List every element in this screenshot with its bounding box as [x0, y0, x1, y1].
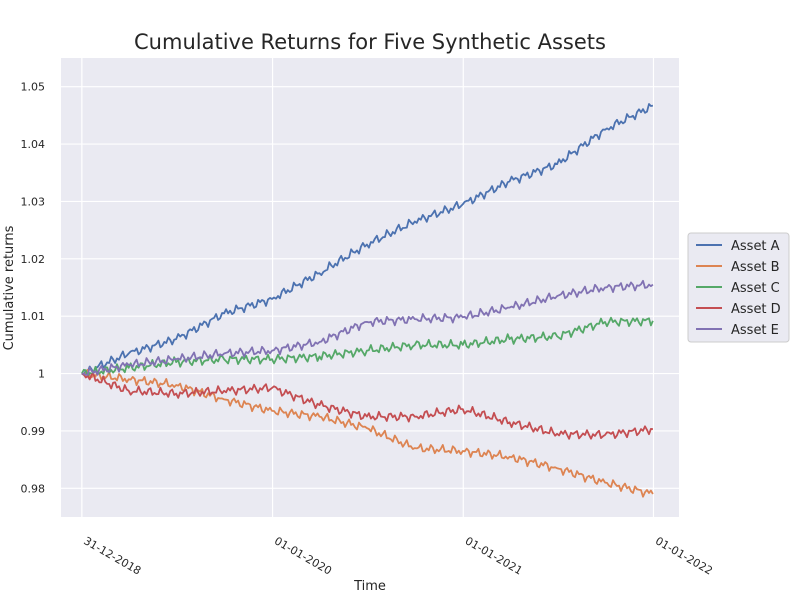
- legend-label: Asset D: [731, 302, 781, 317]
- y-tick-label: 1: [38, 368, 45, 381]
- y-tick-label: 1.05: [21, 81, 46, 94]
- y-tick-label: 0.98: [21, 482, 46, 495]
- legend-label: Asset B: [731, 260, 780, 275]
- y-tick-label: 1.03: [21, 195, 46, 208]
- legend-label: Asset A: [731, 239, 780, 254]
- y-tick-label: 0.99: [21, 425, 46, 438]
- series-lines: [81, 103, 654, 498]
- legend-label: Asset E: [731, 323, 779, 338]
- y-tick-labels: 0.98 0.99 1 1.01 1.02 1.03 1.04 1.05: [21, 81, 46, 496]
- series-line-4: [81, 372, 654, 440]
- x-tick-label: 01-01-2022: [653, 534, 715, 577]
- legend: Asset A Asset B Asset C Asset D Asset E: [687, 232, 790, 343]
- legend-frame: [687, 232, 790, 343]
- x-tick-labels: 31-12-2018 01-01-2020 01-01-2021 01-01-2022: [81, 534, 714, 577]
- x-tick-label: 01-01-2020: [272, 534, 334, 577]
- gridlines: [61, 58, 679, 517]
- series-line-1: [81, 103, 654, 376]
- series-line-2: [81, 368, 654, 498]
- legend-label: Asset C: [731, 281, 780, 296]
- plot-area: [61, 58, 679, 517]
- x-tick-label: 01-01-2021: [463, 534, 525, 577]
- x-axis-label: Time: [353, 579, 386, 594]
- series-line-3: [81, 316, 654, 378]
- series-line-5: [81, 279, 654, 376]
- y-tick-label: 1.01: [21, 310, 46, 323]
- y-tick-label: 1.02: [21, 253, 46, 266]
- x-tick-label: 31-12-2018: [81, 534, 143, 577]
- y-tick-label: 1.04: [21, 138, 46, 151]
- chart-title: Cumulative Returns for Five Synthetic As…: [134, 30, 606, 54]
- y-axis-label: Cumulative returns: [2, 225, 17, 350]
